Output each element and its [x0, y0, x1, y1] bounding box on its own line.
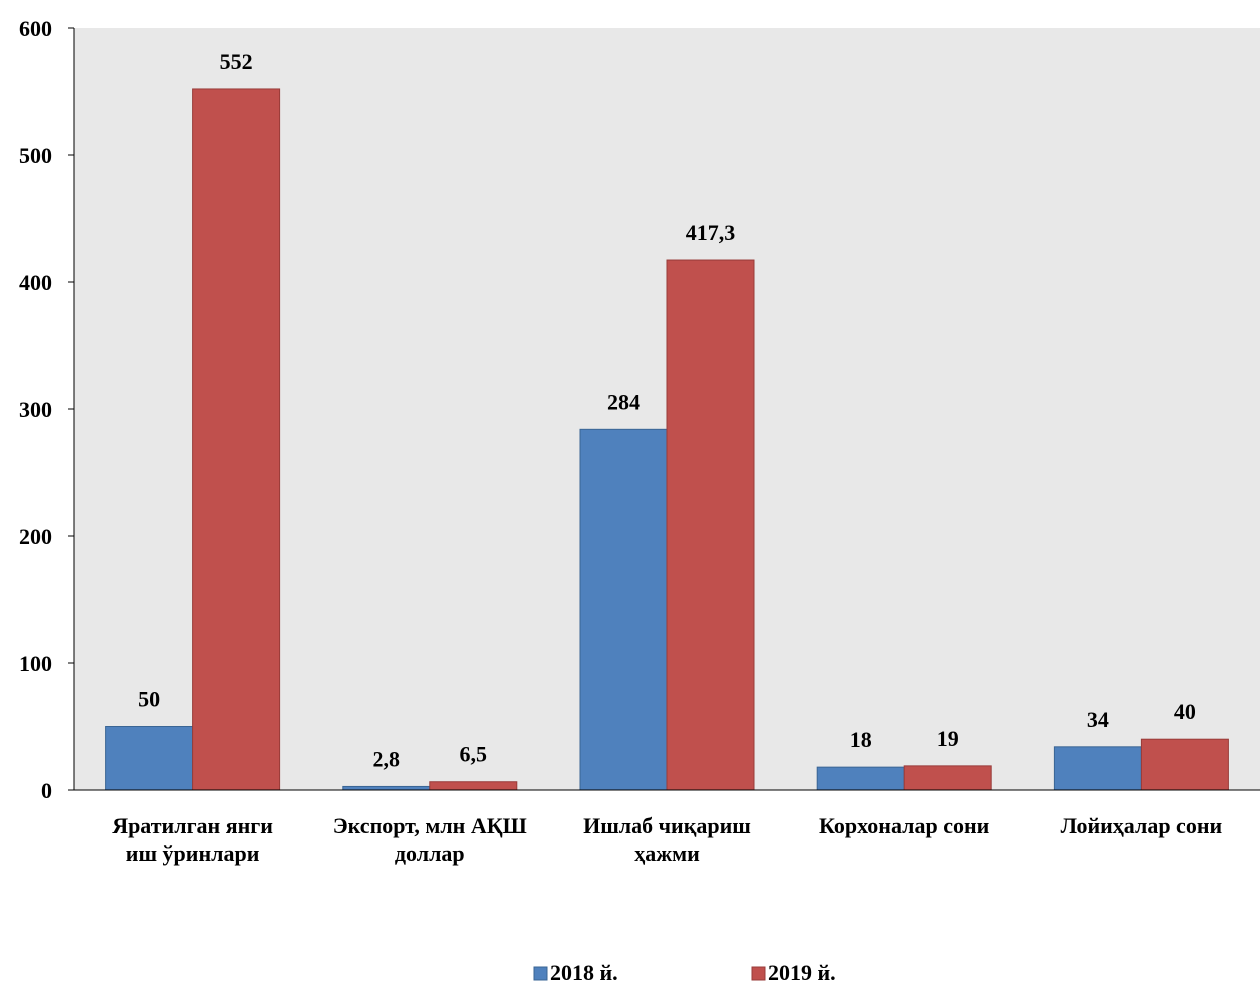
x-category-label: Экспорт, млн АҚШ [333, 813, 527, 838]
x-category-label: иш ўринлари [126, 841, 260, 866]
legend: 2018 й. 2019 й. [533, 960, 836, 985]
x-category-label: Ишлаб чиқариш [583, 813, 751, 838]
legend-swatch [751, 966, 766, 981]
x-axis: Яратилган янги иш ўринлари Экспорт, млн АҚ… [74, 789, 1260, 866]
y-tick-label: 300 [19, 397, 52, 422]
y-tick-label: 400 [19, 270, 52, 295]
x-category-label: доллар [395, 841, 465, 866]
y-tick-label: 0 [41, 778, 52, 803]
data-label: 18 [850, 727, 872, 752]
bar-series2 [429, 781, 518, 791]
x-category-label: ҳажми [634, 841, 700, 866]
data-label: 40 [1174, 699, 1196, 724]
legend-label: 2018 й. [550, 960, 618, 985]
x-category-label: Лойиҳалар сони [1061, 813, 1223, 838]
data-label: 6,5 [460, 742, 488, 767]
bar-series2 [903, 765, 992, 791]
y-tick-label: 100 [19, 651, 52, 676]
data-label: 19 [937, 726, 959, 751]
y-tick-label: 200 [19, 524, 52, 549]
x-category-label: Корхоналар сони [819, 813, 990, 838]
bar-series2 [1140, 738, 1229, 791]
data-label: 50 [138, 687, 160, 712]
data-labels: 50 552 2,8 6,5 284 417,3 18 19 34 40 [138, 49, 1196, 771]
x-category-label: Яратилган янги [112, 813, 273, 838]
bar-series1 [816, 766, 905, 791]
bar-series2 [192, 88, 281, 791]
data-label: 417,3 [686, 220, 736, 245]
bar-series1 [342, 785, 431, 791]
data-label: 34 [1087, 707, 1109, 732]
y-tick-label: 600 [19, 16, 52, 41]
data-label: 2,8 [373, 746, 401, 771]
y-tick-label: 500 [19, 143, 52, 168]
y-axis: 0 100 200 300 400 500 600 [19, 16, 75, 803]
bars [105, 88, 1229, 791]
bar-series1 [579, 428, 668, 791]
legend-swatch [533, 966, 548, 981]
bar-series2 [666, 259, 755, 791]
data-label: 284 [607, 389, 640, 414]
bar-series1 [105, 726, 194, 791]
data-label: 552 [220, 49, 253, 74]
bar-series1 [1053, 746, 1142, 791]
legend-label: 2019 й. [768, 960, 836, 985]
